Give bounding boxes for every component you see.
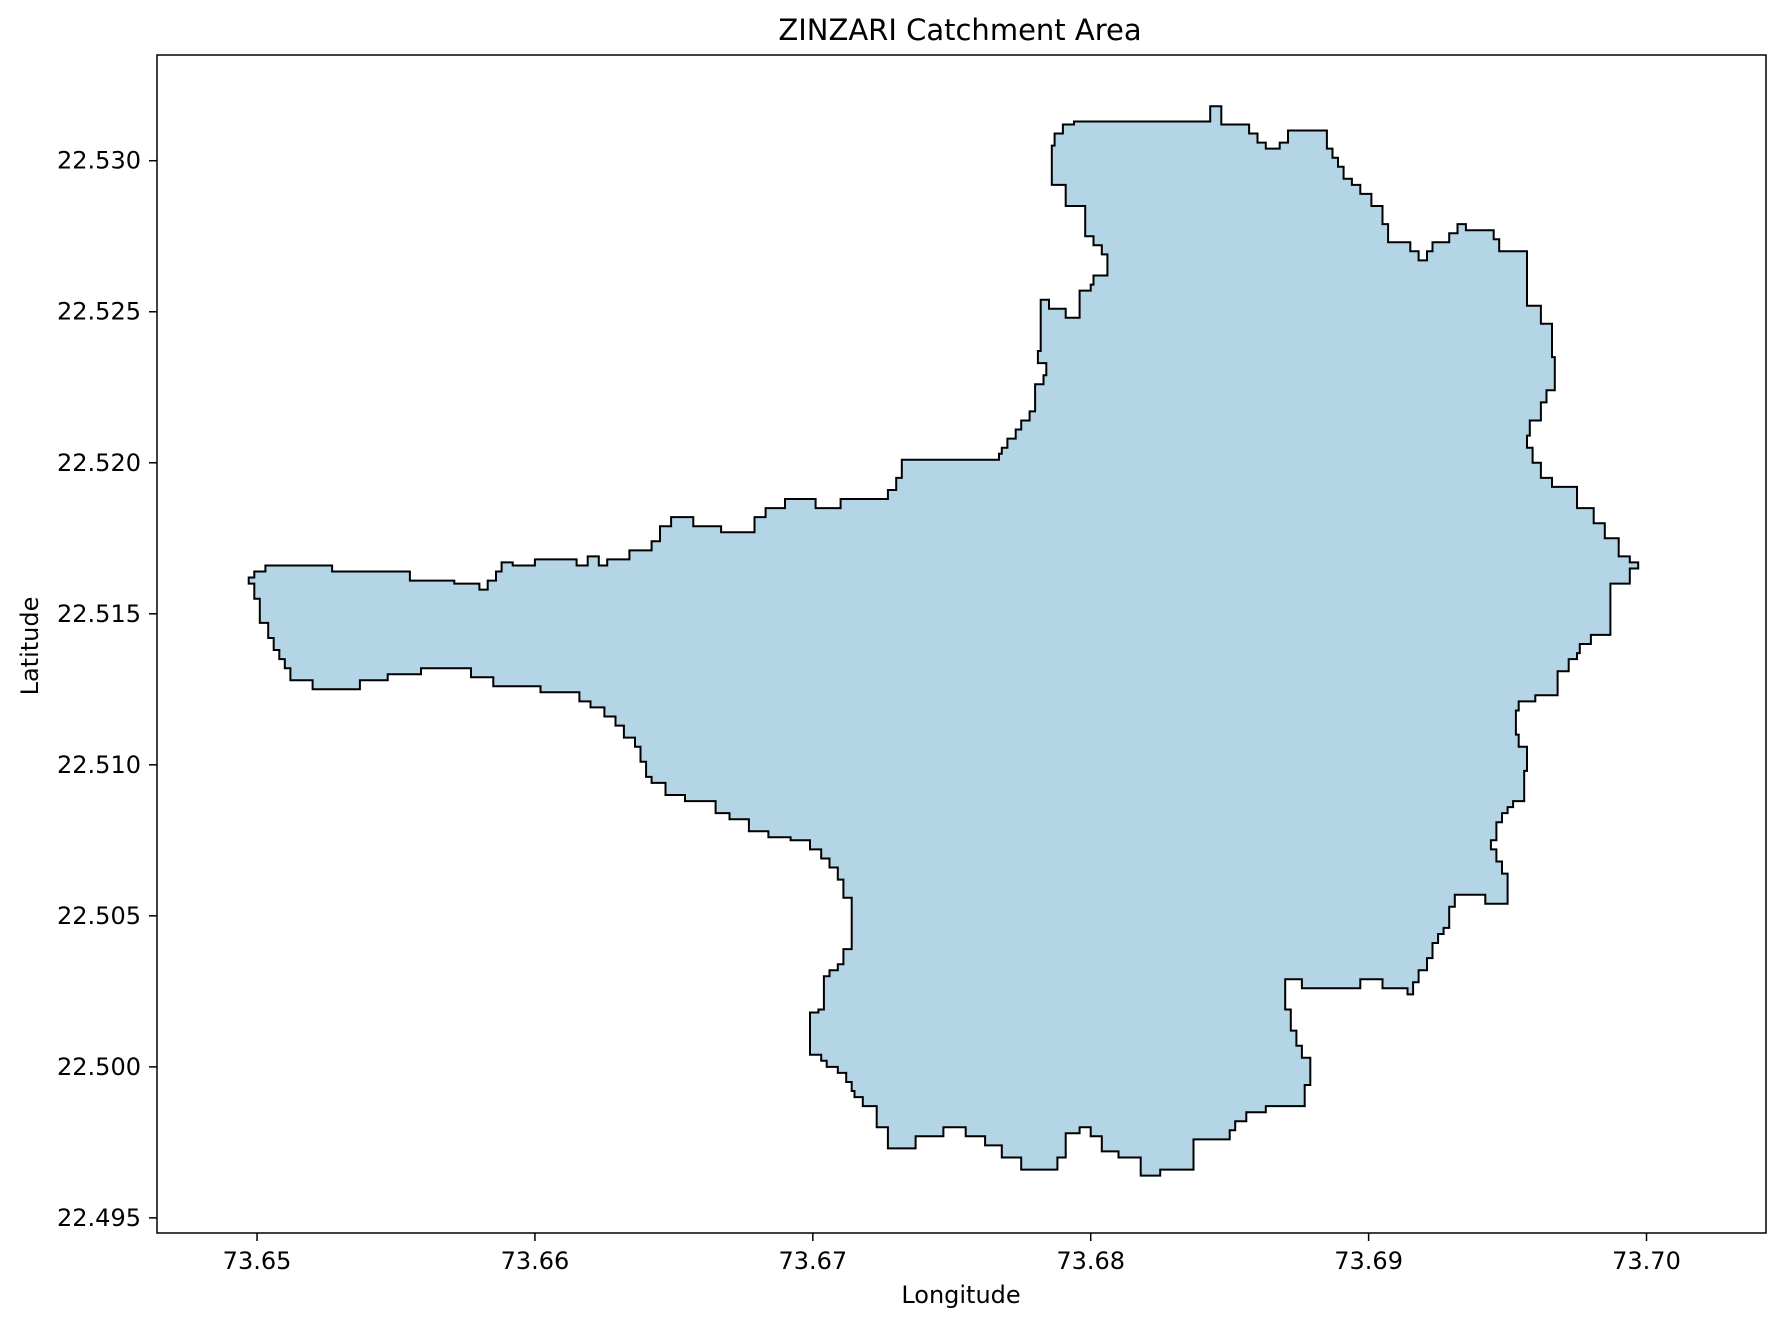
chart-title: ZINZARI Catchment Area (778, 13, 1141, 47)
y-tick-label: 22.505 (57, 902, 141, 930)
y-tick-label: 22.525 (57, 298, 141, 326)
catchment-polygon (247, 105, 1640, 1177)
y-tick-label: 22.495 (57, 1204, 141, 1232)
x-tick-label: 73.67 (778, 1247, 847, 1275)
x-tick-label: 73.65 (223, 1247, 292, 1275)
plot-area (156, 54, 1767, 1234)
x-tick-label: 73.70 (1612, 1247, 1681, 1275)
y-tick-label: 22.515 (57, 600, 141, 628)
x-axis: 73.65 73.66 73.67 73.68 73.69 73.70 (223, 1233, 1681, 1275)
x-tick-label: 73.66 (501, 1247, 570, 1275)
y-tick-label: 22.500 (57, 1053, 141, 1081)
y-axis: 22.495 22.500 22.505 22.510 22.515 22.520 22.5… (57, 147, 157, 1232)
y-tick-label: 22.510 (57, 751, 141, 779)
y-tick-label: 22.520 (57, 449, 141, 477)
y-axis-label: Latitude (16, 597, 44, 696)
x-tick-label: 73.68 (1056, 1247, 1125, 1275)
x-tick-label: 73.69 (1334, 1247, 1403, 1275)
x-axis-label: Longitude (901, 1281, 1020, 1309)
y-tick-label: 22.530 (57, 147, 141, 175)
